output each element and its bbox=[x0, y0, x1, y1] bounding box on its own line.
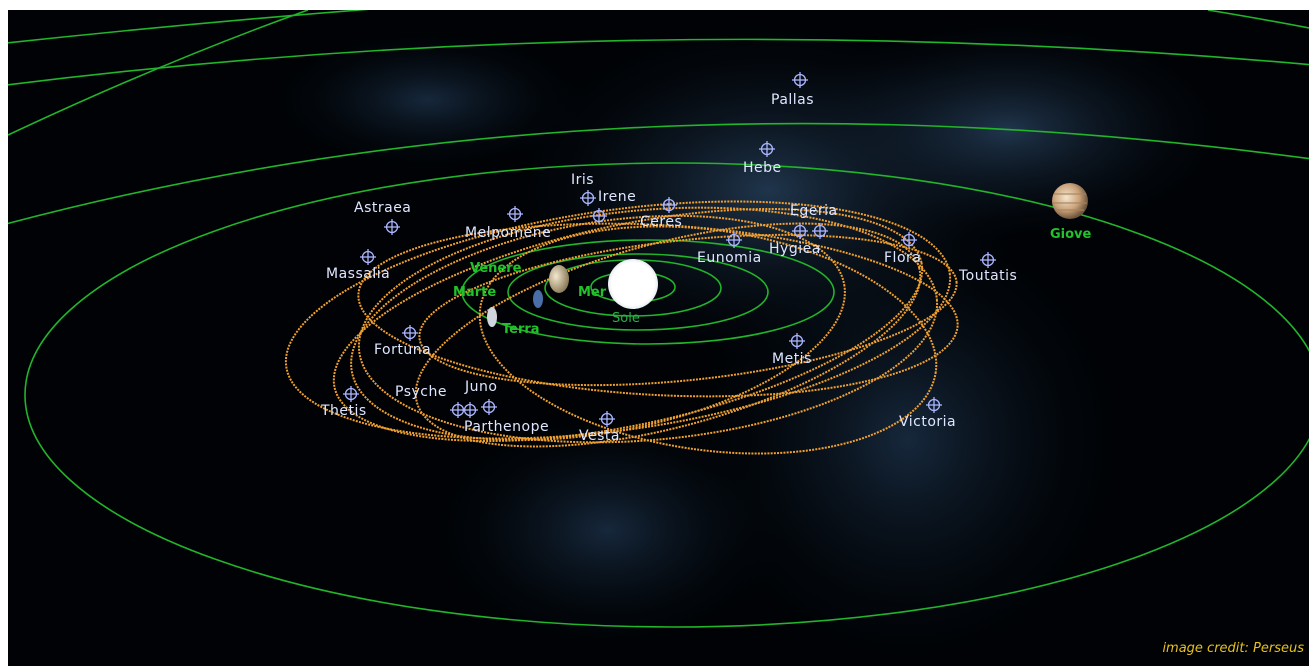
asteroid-marker-victoria[interactable] bbox=[926, 397, 942, 413]
venus-label: Venere bbox=[470, 261, 522, 276]
mercury-label: Mer bbox=[578, 285, 607, 300]
orbit-uranus bbox=[8, 38, 1309, 86]
asteroid-label-hebe: Hebe bbox=[743, 160, 782, 176]
orbit-earth bbox=[507, 253, 769, 331]
asteroid-label-juno: Juno bbox=[464, 379, 497, 395]
asteroid-marker-flora[interactable] bbox=[901, 232, 917, 248]
asteroid-marker-egeria-a[interactable] bbox=[792, 223, 808, 239]
asteroid-label-psyche: Psyche bbox=[395, 384, 447, 400]
asteroid-label-vesta: Vesta bbox=[579, 428, 620, 444]
asteroid-label-hygiea: Hygiea bbox=[769, 241, 821, 257]
asteroid-marker-melpomene[interactable] bbox=[507, 206, 523, 222]
asteroid-label-pallas: Pallas bbox=[771, 92, 814, 108]
asteroid-marker-egeria-b[interactable] bbox=[812, 223, 828, 239]
asteroid-marker-vesta[interactable] bbox=[599, 411, 615, 427]
asteroid-marker-toutatis[interactable] bbox=[980, 252, 996, 268]
asteroid-orbits bbox=[284, 200, 959, 455]
sun[interactable] bbox=[608, 259, 658, 309]
asteroid-marker-ceres[interactable] bbox=[661, 197, 677, 213]
asteroid-label-fortuna: Fortuna bbox=[374, 342, 431, 358]
asteroid-label-ceres: Ceres bbox=[640, 214, 682, 230]
mars-planet[interactable] bbox=[533, 290, 543, 308]
asteroid-marker-fortuna[interactable] bbox=[402, 325, 418, 341]
asteroid-marker-psyche-b[interactable] bbox=[462, 402, 478, 418]
orbit-pluto-segment-b bbox=[1207, 10, 1309, 29]
asteroid-label-astraea: Astraea bbox=[354, 200, 411, 216]
asteroid-marker-juno[interactable] bbox=[481, 399, 497, 415]
solar-system-view: Sole Venere Marte Mer Terra Giove Pallas… bbox=[8, 10, 1309, 666]
asteroid-label-iris: Iris bbox=[571, 172, 594, 188]
earth-label: Terra bbox=[502, 322, 540, 337]
asteroid-label-eunomia: Eunomia bbox=[697, 250, 762, 266]
asteroid-marker-iris[interactable] bbox=[580, 190, 596, 206]
asteroid-marker-pallas[interactable] bbox=[792, 72, 808, 88]
image-credit: image credit: Perseus bbox=[1162, 641, 1304, 656]
orbit-diagram: Sole Venere Marte Mer Terra Giove Pallas… bbox=[8, 10, 1309, 666]
asteroid-marker-massalia[interactable] bbox=[360, 249, 376, 265]
mars-label: Marte bbox=[453, 285, 496, 300]
earth-planet[interactable] bbox=[487, 307, 497, 327]
asteroid-label-egeria: Egeria bbox=[790, 203, 838, 219]
asteroid-markers bbox=[343, 72, 996, 427]
asteroid-label-irene: Irene bbox=[598, 189, 636, 205]
planet-orbits bbox=[8, 10, 1309, 628]
asteroid-marker-astraea[interactable] bbox=[384, 219, 400, 235]
asteroid-marker-eunomia[interactable] bbox=[726, 232, 742, 248]
asteroid-label-melpomene: Melpomene bbox=[465, 225, 551, 241]
orbit-mars bbox=[461, 239, 835, 345]
jupiter-planet[interactable] bbox=[1052, 183, 1088, 219]
asteroid-label-thetis: Thetis bbox=[320, 403, 367, 419]
orbit-pluto-segment-a bbox=[8, 10, 309, 136]
orbit-jupiter bbox=[24, 162, 1309, 628]
jupiter-label: Giove bbox=[1050, 227, 1092, 242]
asteroid-label-victoria: Victoria bbox=[899, 414, 956, 430]
asteroid-label-metis: Metis bbox=[772, 351, 812, 367]
asteroid-label-toutatis: Toutatis bbox=[958, 268, 1017, 284]
asteroid-marker-thetis[interactable] bbox=[343, 386, 359, 402]
jupiter-bands bbox=[1053, 193, 1087, 211]
asteroid-marker-metis[interactable] bbox=[789, 333, 805, 349]
asteroid-marker-irene[interactable] bbox=[591, 208, 607, 224]
orbit-saturn bbox=[8, 122, 1309, 225]
asteroid-marker-hebe[interactable] bbox=[759, 141, 775, 157]
asteroid-label-massalia: Massalia bbox=[326, 266, 390, 282]
venus-planet[interactable] bbox=[549, 265, 569, 293]
orbit-neptune bbox=[8, 10, 370, 44]
sun-label: Sole bbox=[612, 311, 640, 326]
asteroid-label-parthenope: Parthenope bbox=[464, 419, 549, 435]
asteroid-label-flora: Flora bbox=[884, 250, 921, 266]
